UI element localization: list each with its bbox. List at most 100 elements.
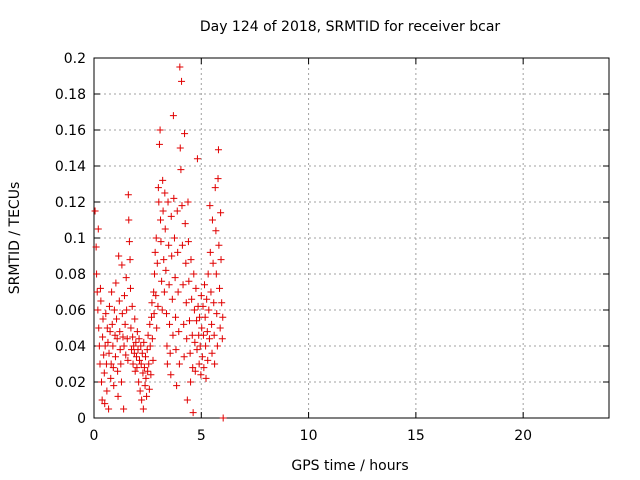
data-point [158, 277, 166, 285]
y-tick-label: 0.14 [55, 159, 86, 175]
data-point [157, 238, 165, 246]
y-tick-label: 0.06 [55, 303, 86, 319]
data-point [188, 331, 196, 339]
data-point [188, 295, 196, 303]
data-point [99, 333, 107, 341]
data-point [139, 405, 147, 413]
data-point [145, 385, 153, 393]
data-point [138, 396, 146, 404]
data-point [208, 216, 216, 224]
y-tick-label: 0.08 [55, 267, 86, 283]
data-point [156, 126, 164, 134]
x-tick-label: 0 [90, 428, 99, 444]
data-point [148, 335, 156, 343]
data-point [213, 342, 221, 350]
y-tick-labels: 0 0.02 0.04 0.06 0.08 0.1 0.12 0.14 0.16 0.18 0.2 [55, 51, 86, 427]
data-point [153, 259, 161, 267]
data-point [150, 310, 158, 318]
data-point [203, 328, 211, 336]
data-point [198, 353, 206, 361]
data-point [123, 306, 131, 314]
data-point [208, 320, 216, 328]
data-point [202, 374, 210, 382]
data-point [204, 356, 212, 364]
y-tick-label: 0.1 [64, 231, 86, 247]
y-tick-label: 0.04 [55, 339, 86, 355]
data-point [173, 207, 181, 215]
data-point [192, 284, 200, 292]
data-point [152, 234, 160, 242]
data-point [159, 207, 167, 215]
data-point [206, 248, 214, 256]
data-point [126, 256, 134, 264]
data-point [141, 382, 149, 390]
data-point [207, 288, 215, 296]
y-tick-label: 0.12 [55, 195, 86, 211]
data-point [137, 342, 145, 350]
data-point [153, 324, 161, 332]
data-point [128, 302, 136, 310]
data-point [105, 349, 113, 357]
data-point [126, 284, 134, 292]
data-point [143, 392, 151, 400]
data-point [93, 288, 101, 296]
data-point [147, 371, 155, 379]
data-points [91, 63, 227, 422]
data-point [121, 320, 129, 328]
data-point [101, 342, 109, 350]
grid [94, 58, 609, 418]
data-point [205, 335, 213, 343]
data-point [138, 349, 146, 357]
data-point [211, 360, 219, 368]
data-point [201, 313, 209, 321]
data-point [209, 259, 217, 267]
data-point [163, 360, 171, 368]
data-point [193, 346, 201, 354]
data-point [129, 333, 137, 341]
data-point [130, 349, 138, 357]
data-point [96, 284, 104, 292]
x-tick-label: 20 [514, 428, 532, 444]
data-point [98, 396, 106, 404]
data-point [184, 198, 192, 206]
x-tick-label: 5 [197, 428, 206, 444]
data-point [132, 338, 140, 346]
data-point [185, 277, 193, 285]
y-tick-label: 0.16 [55, 123, 86, 139]
data-point [181, 220, 189, 228]
data-point [111, 353, 119, 361]
data-point [127, 324, 135, 332]
data-point [91, 207, 99, 215]
data-point [97, 297, 105, 305]
data-point [108, 288, 116, 296]
data-point [160, 288, 168, 296]
data-point [143, 346, 151, 354]
data-point [175, 328, 183, 336]
data-point [187, 378, 195, 386]
data-point [129, 360, 137, 368]
data-point [158, 306, 166, 314]
data-point [202, 342, 210, 350]
data-point [189, 409, 197, 417]
data-point [199, 331, 207, 339]
data-point [111, 331, 119, 339]
data-point [170, 194, 178, 202]
data-point [105, 302, 113, 310]
data-point [124, 191, 132, 199]
data-point [211, 184, 219, 192]
data-point [168, 252, 176, 260]
data-point [154, 184, 162, 192]
data-point [179, 281, 187, 289]
data-point [135, 335, 143, 343]
data-point [173, 382, 181, 390]
data-point [142, 374, 150, 382]
data-point [218, 299, 226, 307]
data-point [174, 288, 182, 296]
x-axis-label: GPS time / hours [291, 458, 408, 474]
data-point [125, 238, 133, 246]
data-point [206, 202, 214, 210]
data-point [187, 256, 195, 264]
data-point [193, 155, 201, 163]
y-tick-label: 0.2 [64, 51, 86, 67]
data-point [205, 306, 213, 314]
